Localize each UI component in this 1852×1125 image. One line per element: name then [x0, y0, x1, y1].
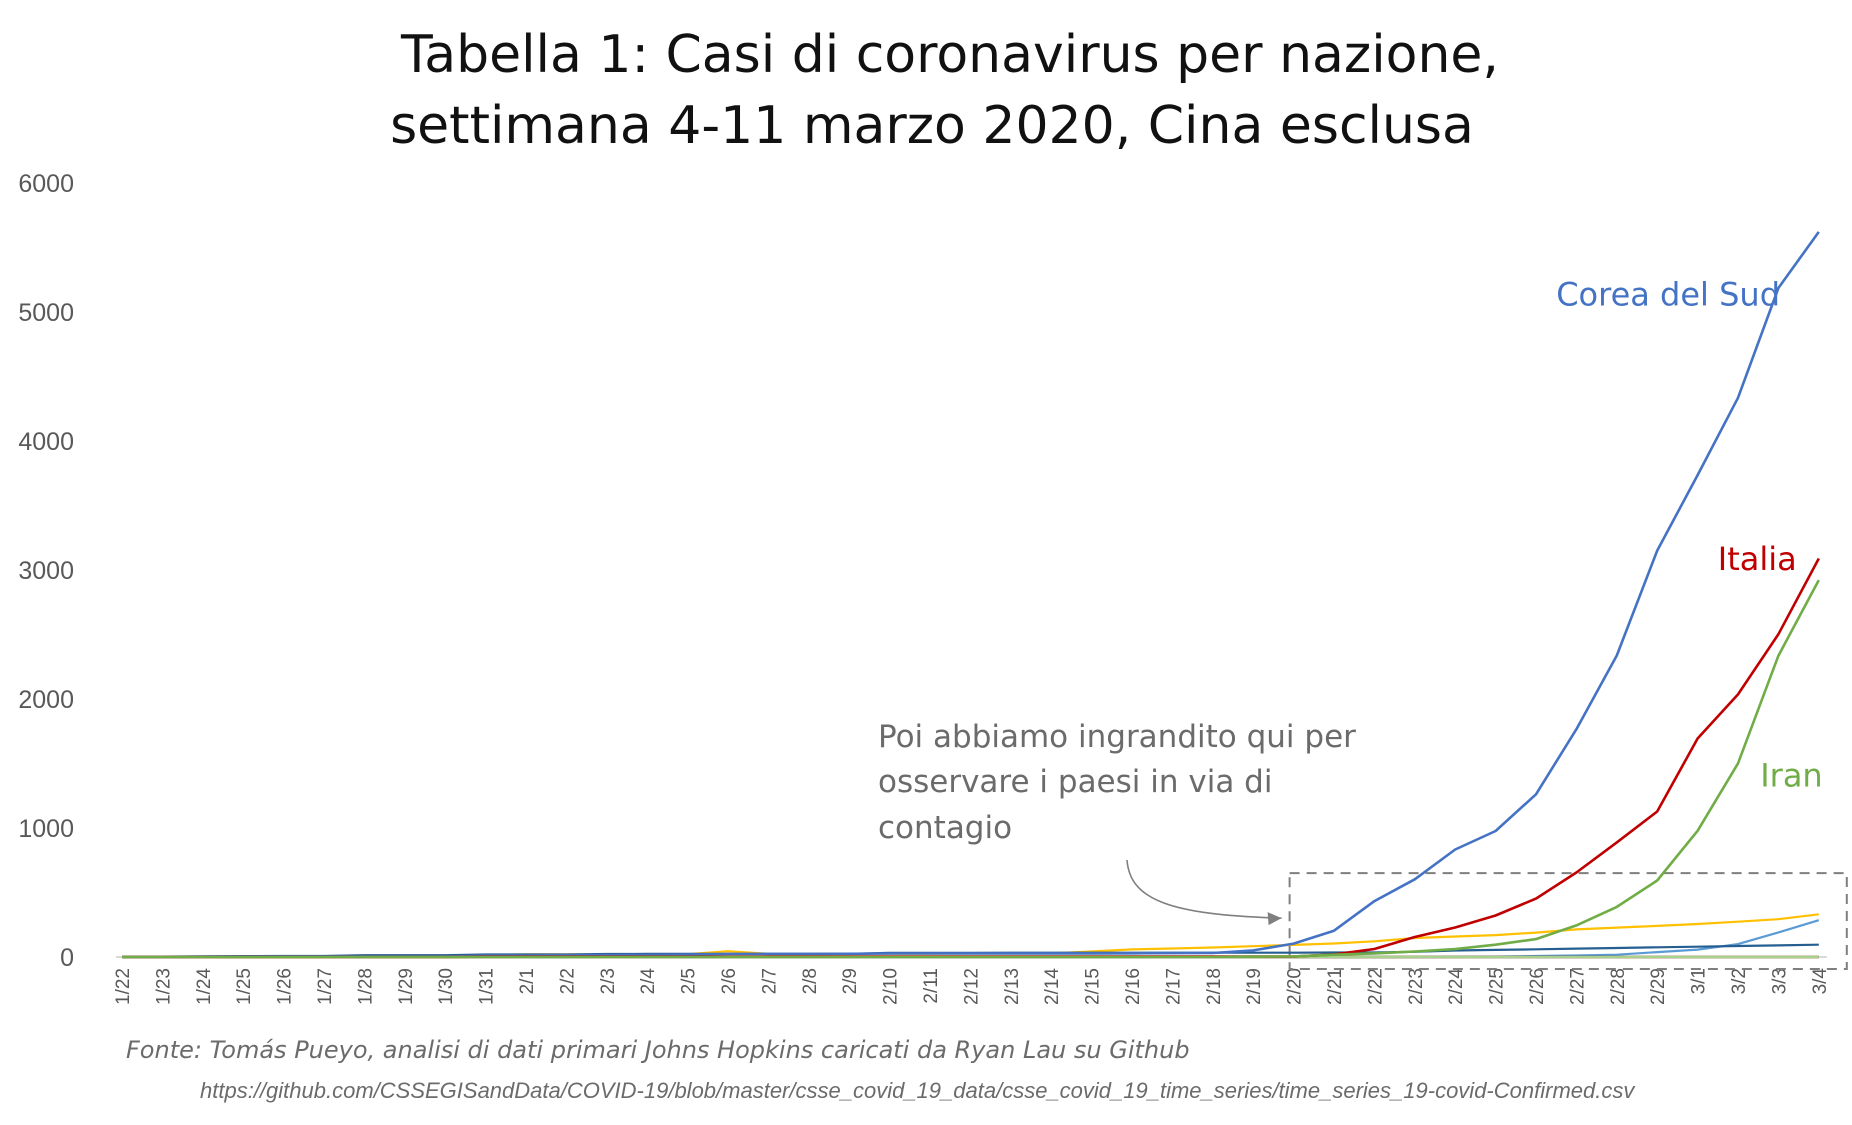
x-tick-label-20: 2/11: [921, 968, 942, 1004]
series-label-0: Corea del Sud: [1556, 276, 1780, 314]
series-line-1: [122, 557, 1820, 959]
x-tick-label-12: 2/3: [598, 968, 619, 994]
x-tick-label-3: 1/25: [234, 968, 255, 1005]
x-tick-label-37: 2/28: [1608, 968, 1629, 1005]
series-label-1: Italia: [1718, 540, 1797, 578]
x-tick-label-35: 2/26: [1527, 968, 1548, 1005]
annotation-line-1: Poi abbiamo ingrandito qui per: [878, 719, 1356, 755]
x-tick-label-29: 2/20: [1285, 968, 1306, 1005]
x-tick-label-8: 1/30: [436, 968, 457, 1005]
x-tick-label-39: 3/1: [1689, 968, 1710, 994]
x-tick-label-1: 1/23: [153, 968, 174, 1005]
x-tick-label-2: 1/24: [194, 968, 215, 1005]
source-url: https://github.com/CSSEGISandData/COVID-…: [200, 1078, 1636, 1103]
x-tick-label-26: 2/17: [1163, 968, 1184, 1005]
y-tick-label-6: 6000: [18, 170, 74, 198]
x-tick-label-36: 2/27: [1567, 968, 1588, 1005]
x-tick-label-30: 2/21: [1325, 968, 1346, 1005]
x-tick-label-18: 2/9: [840, 968, 861, 994]
x-tick-label-33: 2/24: [1446, 968, 1467, 1005]
series-line-2: [122, 579, 1820, 959]
source-note: Fonte: Tomás Pueyo, analisi di dati prim…: [126, 1036, 1190, 1064]
annotation-arrow: [1126, 859, 1282, 926]
x-tick-label-5: 1/27: [315, 968, 336, 1005]
x-tick-label-32: 2/23: [1406, 968, 1427, 1005]
x-tick-label-34: 2/25: [1487, 968, 1508, 1005]
x-tick-label-7: 1/29: [396, 968, 417, 1005]
x-tick-label-25: 2/16: [1123, 968, 1144, 1005]
arrow-head: [1267, 912, 1282, 926]
y-tick-label-2: 2000: [18, 686, 74, 714]
y-tick-label-4: 4000: [18, 428, 74, 456]
y-tick-label-0: 0: [60, 944, 74, 972]
x-tick-label-0: 1/22: [113, 968, 134, 1005]
x-tick-label-10: 2/1: [517, 968, 538, 994]
series-line-4: [122, 919, 1820, 959]
x-tick-label-11: 2/2: [557, 968, 578, 994]
zoom-box: [1288, 872, 1848, 971]
arrow-shaft: [1126, 859, 1282, 919]
series-line-0: [122, 231, 1820, 959]
chart-title-line-2: settimana 4-11 marzo 2020, Cina esclusa: [390, 96, 1474, 156]
x-tick-label-38: 2/29: [1648, 968, 1669, 1005]
x-tick-label-13: 2/4: [638, 968, 659, 995]
y-axis-ticks: 0 1000 2000 3000 4000 5000 6000: [18, 170, 74, 972]
x-tick-label-31: 2/22: [1365, 968, 1386, 1005]
x-tick-label-19: 2/10: [881, 968, 902, 1005]
x-tick-label-21: 2/12: [961, 968, 982, 1005]
x-tick-label-27: 2/18: [1204, 968, 1225, 1005]
x-tick-label-9: 1/31: [477, 968, 498, 1005]
x-tick-label-16: 2/7: [759, 968, 780, 994]
x-tick-label-14: 2/5: [679, 968, 700, 994]
annotation-text: Poi abbiamo ingrandito qui per osservare…: [878, 719, 1356, 846]
annotation-line-3: contagio: [878, 810, 1012, 846]
x-tick-label-4: 1/26: [275, 968, 296, 1005]
annotation-line-2: osservare i paesi in via di: [878, 764, 1272, 800]
series-lines: [121, 231, 1820, 959]
y-tick-label-5: 5000: [18, 299, 74, 327]
x-tick-label-6: 1/28: [355, 968, 376, 1005]
series-labels: Corea del Sud Italia Iran: [1556, 276, 1823, 795]
y-tick-label-3: 3000: [18, 557, 74, 585]
x-tick-label-24: 2/15: [1083, 968, 1104, 1005]
x-tick-label-15: 2/6: [719, 968, 740, 994]
x-tick-label-23: 2/14: [1042, 968, 1063, 1005]
series-label-2: Iran: [1760, 757, 1822, 795]
x-tick-label-40: 3/2: [1729, 968, 1750, 994]
zoom-region: [1288, 872, 1848, 971]
x-tick-label-41: 3/3: [1769, 968, 1790, 994]
x-tick-label-28: 2/19: [1244, 968, 1265, 1005]
x-tick-label-17: 2/8: [800, 968, 821, 994]
series-line-3: [121, 913, 1819, 959]
y-tick-label-1: 1000: [18, 815, 74, 843]
x-axis-ticks: 1/22 1/23 1/24 1/25 1/26 1/27 1/28 1/29 1/30 1/31…: [113, 968, 1831, 1005]
chart-title-line-1: Tabella 1: Casi di coronavirus per nazio…: [400, 25, 1499, 85]
x-tick-label-42: 3/4: [1810, 968, 1831, 995]
x-tick-label-22: 2/13: [1002, 968, 1023, 1005]
